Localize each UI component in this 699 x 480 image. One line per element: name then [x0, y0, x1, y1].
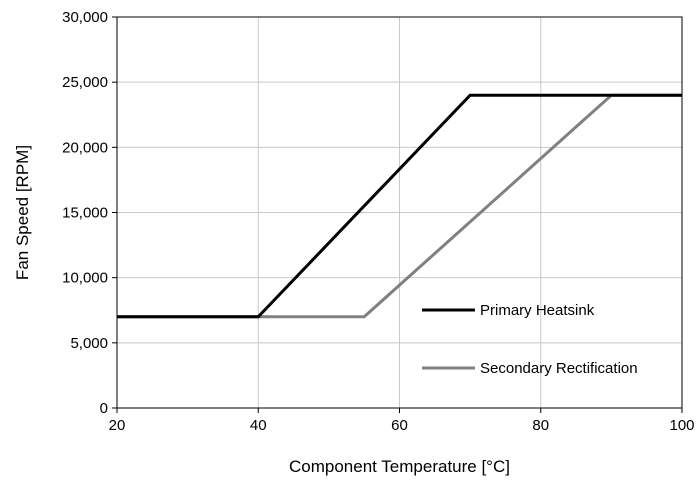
y-tick-label: 30,000: [62, 9, 108, 26]
series-lines: [117, 93, 682, 319]
y-tick-label: 15,000: [62, 205, 108, 222]
legend: Primary Heatsink Secondary Rectification: [422, 302, 638, 377]
y-tick-label: 25,000: [62, 74, 108, 91]
y-tick-label: 10,000: [62, 270, 108, 287]
legend-label-secondary-rectification: Secondary Rectification: [480, 360, 638, 377]
y-axis-title: Fan Speed [RPM]: [13, 145, 32, 280]
x-tick-label: 60: [391, 417, 408, 434]
x-tick-label: 100: [669, 417, 694, 434]
x-tick-label: 80: [532, 417, 549, 434]
series-line-primary-heatsink: [117, 93, 682, 319]
y-tick-label: 20,000: [62, 139, 108, 156]
x-tick-label: 40: [250, 417, 267, 434]
legend-label-primary-heatsink: Primary Heatsink: [480, 302, 595, 319]
axis-ticks: 20 40 60 80 100 0 5,000 10,000 15,000 20,000 25,00…: [62, 9, 694, 434]
x-axis-title: Component Temperature [°C]: [289, 457, 510, 476]
y-tick-label: 0: [100, 400, 108, 417]
x-tick-label: 20: [109, 417, 126, 434]
y-tick-label: 5,000: [70, 335, 108, 352]
grid-lines: [117, 17, 682, 408]
